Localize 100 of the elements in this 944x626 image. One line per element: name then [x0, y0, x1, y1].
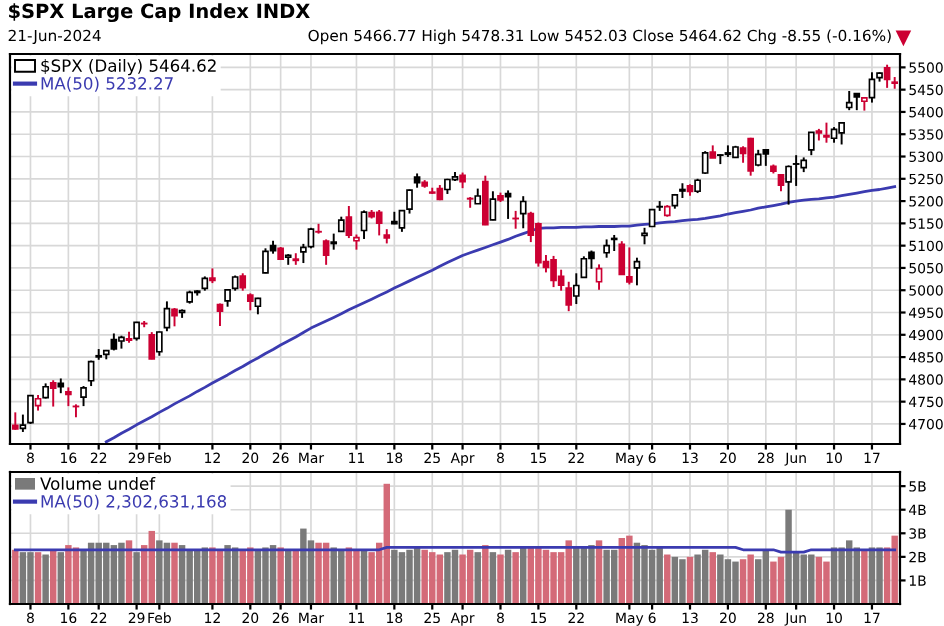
candlestick — [87, 359, 95, 388]
candlestick — [792, 154, 800, 187]
legend-label: MA(50) 5232.27 — [41, 76, 173, 92]
candlestick — [156, 330, 163, 357]
bar — [565, 540, 572, 604]
bar — [80, 549, 87, 604]
bar — [573, 547, 580, 604]
candlestick — [588, 249, 595, 270]
candlestick — [701, 150, 709, 175]
candlestick — [633, 256, 641, 287]
bar — [512, 552, 519, 604]
candlestick — [262, 247, 269, 275]
candlestick — [171, 307, 178, 328]
bar — [686, 556, 694, 604]
bar — [209, 547, 216, 604]
bar — [808, 554, 815, 604]
bar — [861, 549, 868, 604]
bar — [717, 554, 724, 604]
bar — [603, 549, 610, 604]
bar — [747, 554, 754, 604]
candlestick — [572, 272, 580, 306]
bar — [891, 535, 898, 604]
bar — [815, 556, 823, 604]
bar — [247, 547, 254, 604]
bar — [156, 540, 163, 604]
bar — [626, 535, 633, 604]
candlestick — [489, 190, 497, 222]
bar — [497, 554, 504, 604]
bar — [732, 561, 739, 604]
candlestick — [626, 246, 633, 286]
bar — [429, 552, 436, 604]
bar — [641, 545, 648, 604]
candlestick — [883, 63, 891, 89]
bar — [785, 509, 792, 604]
bar — [550, 552, 557, 604]
legend-label: Volume undef — [40, 477, 156, 490]
candlestick — [148, 331, 156, 361]
bar — [57, 552, 65, 604]
bar — [701, 549, 709, 604]
bar — [838, 547, 845, 604]
bar — [353, 549, 360, 604]
bar — [224, 545, 231, 604]
bar — [421, 549, 428, 604]
bar — [19, 552, 27, 604]
bar — [739, 559, 747, 604]
candlestick — [807, 131, 815, 157]
candlestick — [747, 136, 754, 177]
bar — [823, 561, 830, 604]
bar — [95, 542, 102, 604]
bar — [300, 528, 307, 604]
bar — [876, 547, 883, 604]
candlestick — [398, 209, 406, 233]
candlestick — [845, 90, 853, 112]
bar — [610, 549, 618, 604]
candlestick — [80, 385, 87, 408]
bar — [451, 549, 459, 604]
chart-title: $SPX Large Cap Index INDX — [9, 3, 310, 23]
bar — [482, 545, 489, 604]
bar — [489, 552, 497, 604]
bar — [504, 549, 512, 604]
candlestick — [49, 379, 57, 408]
bar — [679, 559, 686, 604]
candlestick — [603, 238, 610, 259]
bar — [27, 552, 34, 604]
bar — [535, 547, 542, 604]
candlestick — [375, 209, 383, 237]
bar — [118, 542, 125, 604]
candlestick — [360, 209, 368, 240]
bar — [186, 549, 193, 604]
bar — [398, 552, 406, 604]
bar — [542, 549, 550, 604]
bar — [330, 547, 337, 604]
bar — [383, 483, 390, 604]
candlestick — [580, 255, 588, 279]
candlestick — [406, 188, 413, 215]
candlestick — [65, 386, 72, 408]
bar — [133, 552, 140, 604]
bar — [466, 549, 474, 604]
bar — [171, 542, 178, 604]
line-series — [104, 185, 897, 444]
bar — [262, 547, 269, 604]
bar — [406, 549, 413, 604]
legend-label: MA(50) 2,302,631,168 — [41, 494, 227, 510]
candlestick — [838, 121, 845, 146]
bar — [777, 556, 785, 604]
candlestick — [504, 189, 512, 220]
candlestick — [618, 240, 626, 276]
bar — [664, 554, 671, 604]
bar — [724, 559, 732, 604]
candlestick — [823, 121, 830, 144]
bar — [277, 547, 284, 604]
bar — [338, 549, 345, 604]
bar — [755, 559, 762, 604]
bar — [800, 554, 807, 604]
bar — [34, 552, 42, 604]
bar — [459, 554, 466, 604]
candlestick — [322, 238, 330, 266]
bar — [12, 549, 19, 604]
bar — [315, 542, 322, 604]
bar — [65, 545, 72, 604]
